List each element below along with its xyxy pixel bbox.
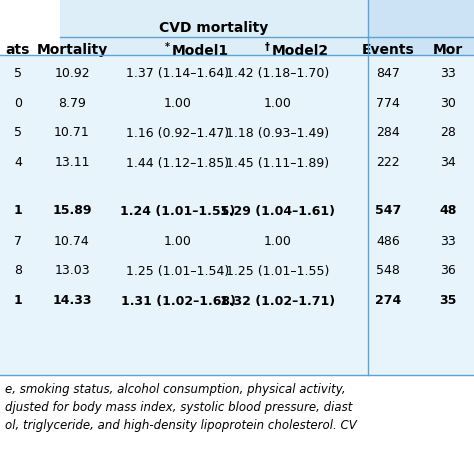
Text: 1: 1 [14,204,22,218]
Text: Model1: Model1 [172,44,229,58]
Text: 1.25 (1.01–1.55): 1.25 (1.01–1.55) [226,264,330,277]
Text: 14.33: 14.33 [52,294,92,308]
Text: 33: 33 [440,66,456,80]
Text: 847: 847 [376,66,400,80]
Text: 5: 5 [14,127,22,139]
Text: 10.74: 10.74 [54,235,90,247]
Text: Mor: Mor [433,43,463,57]
Text: e, smoking status, alcohol consumption, physical activity,: e, smoking status, alcohol consumption, … [5,383,346,396]
Text: 1.25 (1.01–1.54): 1.25 (1.01–1.54) [127,264,229,277]
Text: 1: 1 [14,294,22,308]
Text: 1.00: 1.00 [264,235,292,247]
Text: 1.31 (1.02–1.68): 1.31 (1.02–1.68) [120,294,236,308]
Text: Mortality: Mortality [36,43,108,57]
Bar [0,55,474,375]
Text: 1.16 (0.92–1.47): 1.16 (0.92–1.47) [127,127,229,139]
Text: 1.44 (1.12–1.85): 1.44 (1.12–1.85) [127,156,229,170]
Text: 1.29 (1.04–1.61): 1.29 (1.04–1.61) [220,204,336,218]
Text: 35: 35 [439,294,456,308]
Text: 774: 774 [376,97,400,109]
Text: 36: 36 [440,264,456,277]
Text: 1.37 (1.14–1.64): 1.37 (1.14–1.64) [127,66,229,80]
Text: 1.45 (1.11–1.89): 1.45 (1.11–1.89) [227,156,329,170]
Text: 486: 486 [376,235,400,247]
Text: ol, triglyceride, and high-density lipoprotein cholesterol. CV: ol, triglyceride, and high-density lipop… [5,419,357,432]
Text: 4: 4 [14,156,22,170]
Text: 1.00: 1.00 [164,97,192,109]
Text: ats: ats [6,43,30,57]
Text: 15.89: 15.89 [52,204,92,218]
Text: 8.79: 8.79 [58,97,86,109]
Text: 222: 222 [376,156,400,170]
Text: CVD mortality: CVD mortality [159,21,269,35]
Text: 34: 34 [440,156,456,170]
Text: Events: Events [362,43,414,57]
Text: 547: 547 [375,204,401,218]
Text: 1.18 (0.93–1.49): 1.18 (0.93–1.49) [227,127,329,139]
Text: 274: 274 [375,294,401,308]
Text: 33: 33 [440,235,456,247]
Text: 1.42 (1.18–1.70): 1.42 (1.18–1.70) [227,66,329,80]
Text: 8: 8 [14,264,22,277]
Text: 7: 7 [14,235,22,247]
Text: 548: 548 [376,264,400,277]
Bar [60,0,368,55]
Text: †: † [265,42,270,52]
Text: 28: 28 [440,127,456,139]
Text: 1.24 (1.01–1.55): 1.24 (1.01–1.55) [120,204,236,218]
Text: 5: 5 [14,66,22,80]
Text: 1.00: 1.00 [164,235,192,247]
Text: djusted for body mass index, systolic blood pressure, diast: djusted for body mass index, systolic bl… [5,401,352,414]
Text: 13.03: 13.03 [54,264,90,277]
Text: 10.71: 10.71 [54,127,90,139]
Text: 10.92: 10.92 [54,66,90,80]
Text: 284: 284 [376,127,400,139]
Bar [368,0,474,55]
Text: 30: 30 [440,97,456,109]
Text: 1.32 (1.02–1.71): 1.32 (1.02–1.71) [220,294,336,308]
Text: 0: 0 [14,97,22,109]
Text: *: * [165,42,170,52]
Text: 1.00: 1.00 [264,97,292,109]
Text: Model2: Model2 [272,44,329,58]
Text: 13.11: 13.11 [54,156,90,170]
Text: 48: 48 [439,204,456,218]
